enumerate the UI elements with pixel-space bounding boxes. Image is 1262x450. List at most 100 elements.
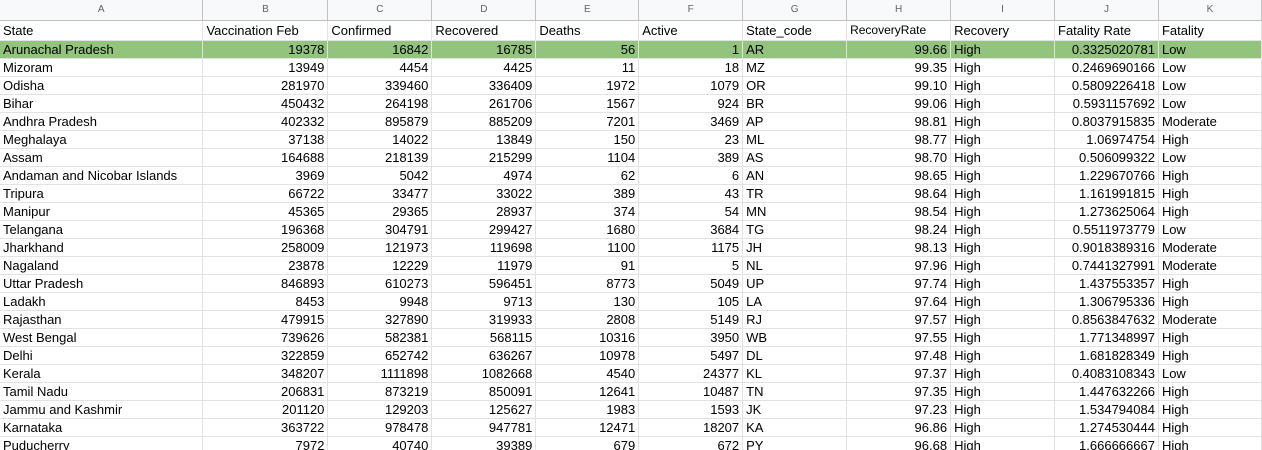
table-cell[interactable]: High [950,220,1055,239]
table-cell[interactable]: RJ [742,310,848,329]
table-cell[interactable]: 12471 [535,418,640,437]
table-cell[interactable]: 389 [638,148,744,167]
table-cell[interactable]: 1082668 [431,364,537,383]
table-cell[interactable]: 97.37 [846,364,952,383]
table-cell[interactable]: 1983 [535,400,640,419]
table-cell[interactable]: 1.447632266 [1054,382,1159,401]
table-cell[interactable]: KL [742,364,848,383]
table-cell[interactable]: BR [742,94,848,113]
table-cell[interactable]: 201120 [202,400,329,419]
header-cell[interactable]: Fatality [1158,20,1262,41]
table-cell[interactable]: High [950,310,1055,329]
table-cell[interactable]: 304791 [327,220,433,239]
table-cell[interactable]: 402332 [202,112,329,131]
column-header-j[interactable]: J [1054,0,1159,21]
table-cell[interactable]: High [950,202,1055,221]
header-cell[interactable]: Deaths [535,20,640,41]
table-cell[interactable]: 6 [638,166,744,185]
table-cell[interactable]: 264198 [327,94,433,113]
table-cell[interactable]: Andaman and Nicobar Islands [0,166,204,185]
table-cell[interactable]: 16842 [327,40,433,59]
table-cell[interactable]: 0.7441327991 [1054,256,1159,275]
table-cell[interactable]: UP [742,274,848,293]
table-cell[interactable]: 98.65 [846,166,952,185]
table-cell[interactable]: Karnataka [0,418,204,437]
table-cell[interactable]: AN [742,166,848,185]
table-cell[interactable]: Rajasthan [0,310,204,329]
header-cell[interactable]: Vaccination Feb [202,20,329,41]
table-cell[interactable]: 679 [535,436,640,450]
table-cell[interactable]: 98.54 [846,202,952,221]
table-cell[interactable]: High [950,130,1055,149]
header-cell[interactable]: Confirmed [327,20,433,41]
table-cell[interactable]: 19378 [202,40,329,59]
table-cell[interactable]: Jammu and Kashmir [0,400,204,419]
table-cell[interactable]: Ladakh [0,292,204,311]
table-cell[interactable]: Uttar Pradesh [0,274,204,293]
table-cell[interactable]: 18207 [638,418,744,437]
table-cell[interactable]: 45365 [202,202,329,221]
table-cell[interactable]: 339460 [327,76,433,95]
table-cell[interactable]: High [1158,130,1262,149]
table-cell[interactable]: 164688 [202,148,329,167]
table-cell[interactable]: Andhra Pradesh [0,112,204,131]
table-cell[interactable]: 10487 [638,382,744,401]
table-cell[interactable]: Low [1158,148,1262,167]
table-cell[interactable]: 1 [638,40,744,59]
table-cell[interactable]: Low [1158,364,1262,383]
header-cell[interactable]: State_code [742,20,848,41]
table-cell[interactable]: Moderate [1158,112,1262,131]
table-cell[interactable]: 11 [535,58,640,77]
header-cell[interactable]: Active [638,20,744,41]
table-cell[interactable]: High [1158,202,1262,221]
table-cell[interactable]: High [950,76,1055,95]
table-cell[interactable]: 1.771348997 [1054,328,1159,347]
table-cell[interactable]: 24377 [638,364,744,383]
table-cell[interactable]: High [950,346,1055,365]
table-cell[interactable]: High [950,58,1055,77]
table-cell[interactable]: JH [742,238,848,257]
table-cell[interactable]: High [950,112,1055,131]
table-cell[interactable]: 29365 [327,202,433,221]
table-cell[interactable]: High [1158,292,1262,311]
table-cell[interactable]: 3469 [638,112,744,131]
table-cell[interactable]: 7201 [535,112,640,131]
table-cell[interactable]: 873219 [327,382,433,401]
table-cell[interactable]: 99.35 [846,58,952,77]
table-cell[interactable]: 846893 [202,274,329,293]
table-cell[interactable]: 91 [535,256,640,275]
header-cell[interactable]: State [0,20,204,41]
table-cell[interactable]: High [1158,184,1262,203]
column-header-f[interactable]: F [638,0,744,21]
table-cell[interactable]: 99.10 [846,76,952,95]
table-cell[interactable]: 7972 [202,436,329,450]
table-cell[interactable]: Jharkhand [0,238,204,257]
table-cell[interactable]: MN [742,202,848,221]
table-cell[interactable]: High [950,256,1055,275]
column-header-d[interactable]: D [431,0,537,21]
header-cell[interactable]: RecoveryRate [846,20,952,41]
table-cell[interactable]: 0.4083108343 [1054,364,1159,383]
table-cell[interactable]: High [1158,436,1262,450]
table-cell[interactable]: 98.81 [846,112,952,131]
table-cell[interactable]: TR [742,184,848,203]
header-cell[interactable]: Recovered [431,20,537,41]
table-cell[interactable]: 99.06 [846,94,952,113]
table-cell[interactable]: Low [1158,220,1262,239]
table-cell[interactable]: 33022 [431,184,537,203]
table-cell[interactable]: Manipur [0,202,204,221]
table-cell[interactable]: 389 [535,184,640,203]
table-cell[interactable]: 66722 [202,184,329,203]
table-cell[interactable]: 129203 [327,400,433,419]
table-cell[interactable]: 1972 [535,76,640,95]
table-cell[interactable]: 97.23 [846,400,952,419]
table-cell[interactable]: 319933 [431,310,537,329]
table-cell[interactable]: 1.06974754 [1054,130,1159,149]
table-cell[interactable]: Kerala [0,364,204,383]
table-cell[interactable]: High [1158,328,1262,347]
table-cell[interactable]: AR [742,40,848,59]
table-cell[interactable]: Low [1158,76,1262,95]
table-cell[interactable]: LA [742,292,848,311]
table-cell[interactable]: 1.274530444 [1054,418,1159,437]
table-cell[interactable]: 150 [535,130,640,149]
